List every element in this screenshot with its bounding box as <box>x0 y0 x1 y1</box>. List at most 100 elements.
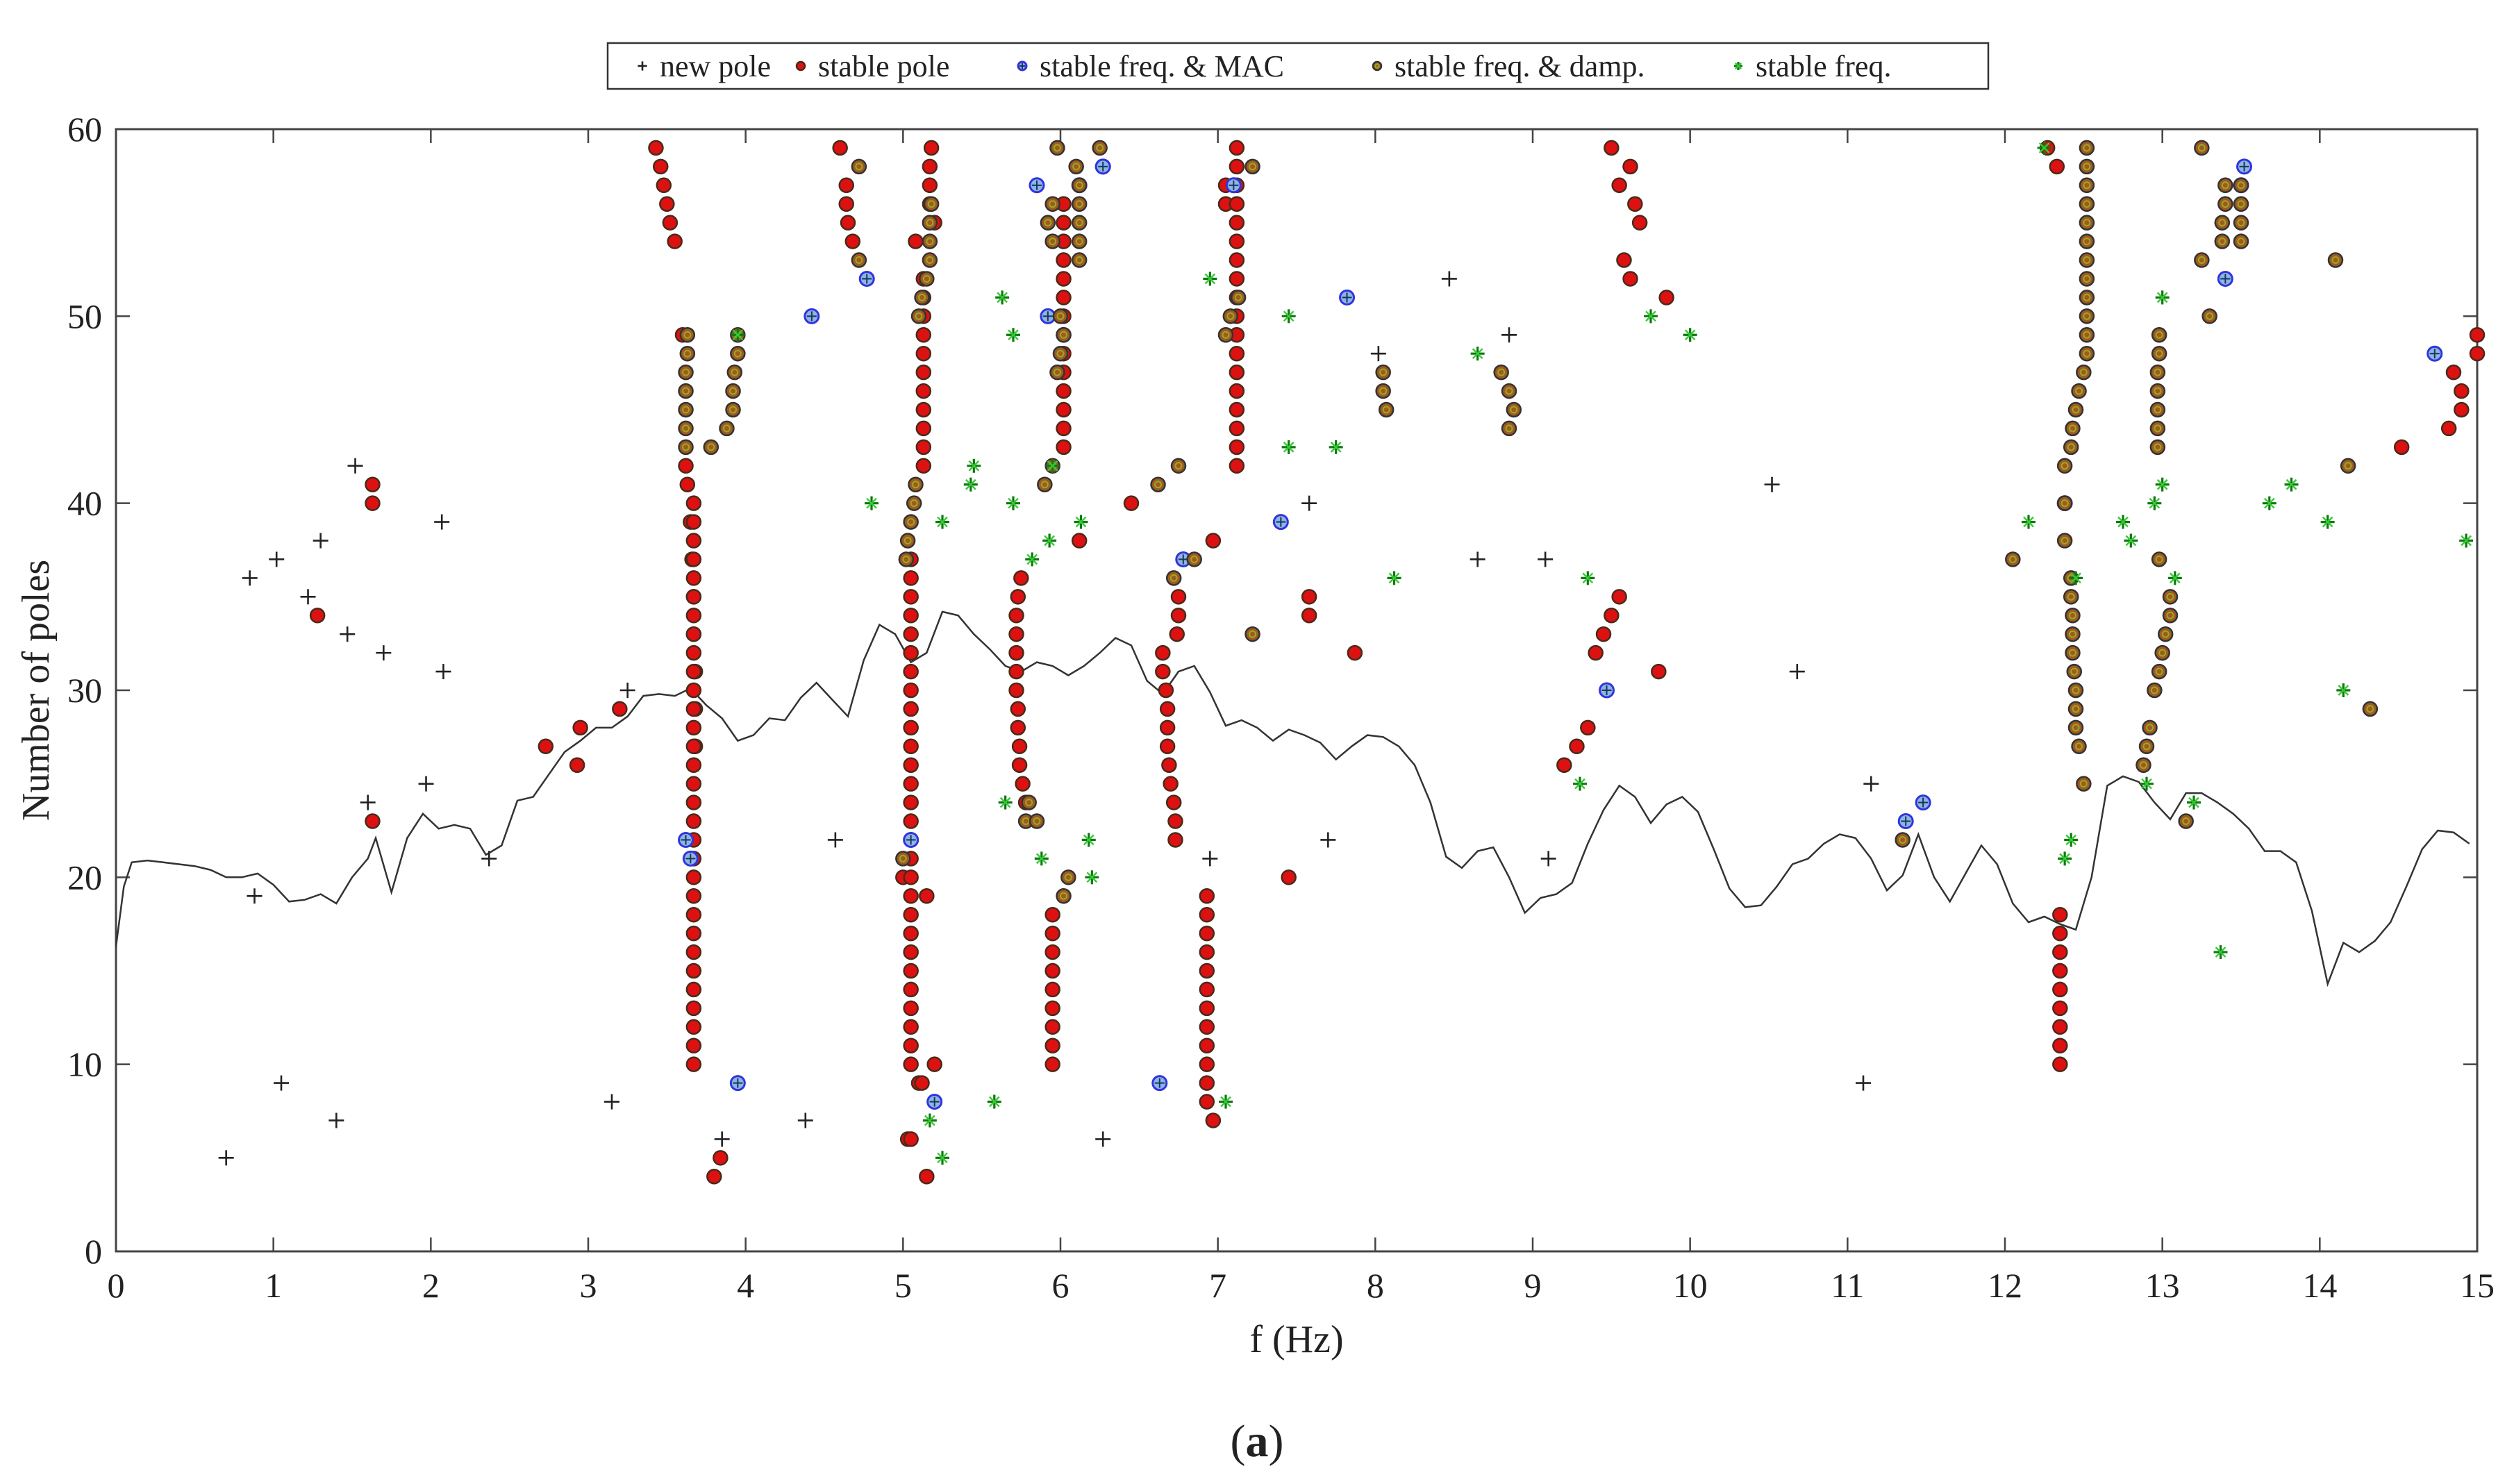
data-point <box>915 420 932 437</box>
data-point <box>1616 252 1632 268</box>
data-point <box>653 158 669 175</box>
data-point <box>714 1131 730 1147</box>
data-point <box>1056 215 1072 231</box>
data-point <box>1501 420 1517 437</box>
data-point <box>1205 533 1222 549</box>
data-point <box>481 851 497 867</box>
data-point <box>899 533 916 549</box>
x-tick-label: 9 <box>1524 1266 1542 1305</box>
data-point <box>1049 364 1065 381</box>
data-point <box>1581 571 1595 585</box>
data-point <box>2037 140 2051 155</box>
data-point <box>1010 589 1026 605</box>
data-point <box>910 308 927 324</box>
data-point <box>914 290 930 306</box>
data-point <box>1044 906 1060 923</box>
data-point <box>903 888 919 904</box>
data-point <box>851 252 867 268</box>
data-point <box>2178 813 2194 829</box>
data-point <box>1056 888 1072 904</box>
data-point <box>919 1169 935 1185</box>
data-point <box>2052 1000 2068 1017</box>
data-point <box>919 888 935 904</box>
data-point <box>2067 701 2084 717</box>
data-point <box>2149 420 2166 437</box>
data-point <box>2459 533 2474 548</box>
data-point <box>2151 327 2167 343</box>
data-point <box>1071 177 1088 194</box>
data-point <box>1611 177 1627 194</box>
data-point <box>2052 944 2068 960</box>
data-point <box>903 514 919 530</box>
y-tick-labels: 0 10 20 30 40 50 60 <box>67 110 102 1271</box>
data-point <box>685 738 702 755</box>
data-point <box>678 831 694 848</box>
data-point <box>915 439 932 456</box>
legend-label: stable pole <box>818 49 949 83</box>
data-point <box>2149 401 2166 418</box>
data-point <box>903 776 919 792</box>
data-point <box>2079 215 2095 231</box>
data-point <box>679 345 696 362</box>
data-point <box>1470 347 1485 361</box>
data-point <box>1056 252 1072 268</box>
data-point <box>2058 851 2072 866</box>
data-point <box>2167 571 2182 585</box>
data-point <box>2151 551 2167 567</box>
data-point <box>1049 140 1065 156</box>
data-point <box>2079 177 2095 194</box>
data-point <box>1123 495 1140 511</box>
data-point <box>1272 514 1289 531</box>
data-point <box>1044 1019 1060 1035</box>
data-point <box>1150 476 1166 492</box>
x-tick-label: 0 <box>108 1266 125 1305</box>
data-point <box>2187 795 2201 810</box>
data-point <box>1378 401 1395 418</box>
legend-label: stable freq. & damp. <box>1395 49 1645 83</box>
data-point <box>1044 962 1060 979</box>
data-point <box>1159 701 1176 717</box>
y-tick-label: 60 <box>67 110 102 149</box>
data-point <box>797 1112 813 1128</box>
data-point <box>838 177 854 194</box>
data-point <box>922 158 938 175</box>
data-point <box>915 327 932 343</box>
data-point <box>703 439 719 456</box>
data-point <box>2213 945 2228 960</box>
data-point <box>1203 272 1217 286</box>
data-point <box>2233 196 2249 212</box>
legend: new pole stable pole stable freq. & MAC sta… <box>606 42 1990 90</box>
data-point <box>2445 364 2462 381</box>
data-point <box>1588 644 1604 661</box>
data-point <box>1863 776 1879 792</box>
data-point <box>1071 215 1088 231</box>
data-point <box>1370 346 1386 362</box>
data-point <box>1056 383 1072 399</box>
data-point <box>1683 328 1697 342</box>
data-point <box>685 626 702 642</box>
data-point <box>1229 420 1245 437</box>
x-tick-label: 2 <box>422 1266 440 1305</box>
threshold-line-group <box>115 610 2470 987</box>
data-point <box>1229 140 1245 156</box>
data-point <box>2320 515 2335 529</box>
data-point <box>1580 719 1596 736</box>
data-point <box>903 794 919 810</box>
data-point <box>2067 682 2084 699</box>
data-point <box>2079 196 2095 212</box>
data-point <box>1375 383 1391 399</box>
data-point <box>685 906 702 923</box>
data-point <box>2440 420 2457 437</box>
data-point <box>1155 644 1171 661</box>
data-point <box>685 1000 702 1017</box>
data-point <box>2063 439 2079 456</box>
data-point <box>915 345 932 362</box>
data-point <box>300 589 316 605</box>
data-point <box>1044 1037 1060 1053</box>
data-point <box>662 215 679 231</box>
data-point <box>1151 1075 1168 1092</box>
data-point <box>903 813 919 829</box>
data-point <box>2079 308 2095 324</box>
data-point <box>2214 233 2231 249</box>
data-point <box>2233 177 2249 194</box>
